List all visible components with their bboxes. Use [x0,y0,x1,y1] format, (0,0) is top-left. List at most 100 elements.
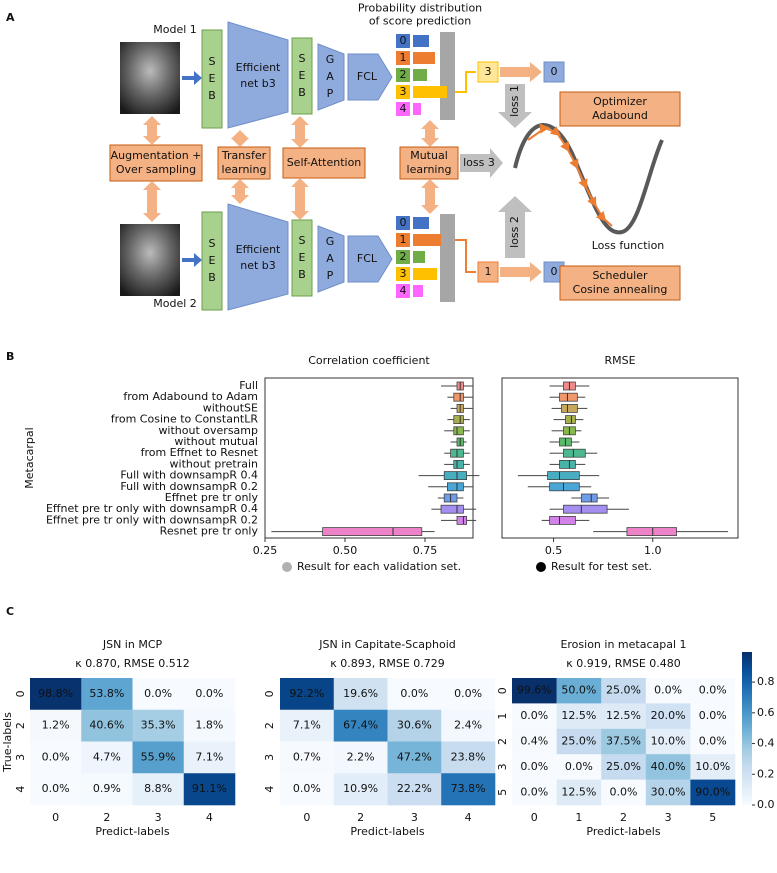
score-box [396,216,410,230]
cell [30,678,82,711]
arrow [500,62,542,82]
cell [512,703,557,730]
y-tick-label: 2 [263,722,276,729]
double-arrow [291,116,309,148]
pred-label: 3 [485,65,492,78]
y-tick-label: 1 [496,713,509,720]
box [446,482,464,492]
score-label: 2 [400,68,407,81]
cell [132,709,185,742]
cell-label: 10.0% [651,735,686,748]
cell [183,741,236,774]
cell-label: 20.0% [651,709,686,722]
cell [556,754,602,780]
method-box [282,147,366,179]
x-tick-label: 0 [52,811,59,824]
cell [441,773,496,806]
score-label: 3 [400,267,407,280]
score-box [396,85,410,99]
fcl-block [347,53,393,101]
loss-arrow [498,196,532,258]
chart-subtitle: κ 0.893, RMSE 0.729 [330,657,445,670]
cell-label: 0.0% [699,684,727,697]
method-label: Transfer [221,149,267,162]
cell-label: 99.6% [517,684,552,697]
y-tick-label: 3 [14,754,27,761]
cell [333,773,388,806]
arrow [500,262,542,282]
cell [280,678,335,711]
box [453,426,464,436]
category-label: Full with downsampR 0.4 [120,469,258,482]
cell-label: 4.7% [93,750,121,763]
gap-letter: G [326,53,335,66]
cell-label: 40.6% [89,719,124,732]
seb-letter: E [209,254,216,267]
cell-label: 30.0% [651,785,686,798]
loss-arrow [460,148,503,178]
scheduler-box [559,265,681,301]
cell-label: 10.9% [343,782,378,795]
x-tick-label: 0.5 [545,544,563,557]
box [453,415,464,425]
cell-label: 0.0% [293,782,321,795]
cell [556,703,602,730]
cell [512,779,557,806]
category-label: without mutual [174,435,258,448]
score-box [396,267,410,281]
cell [333,741,388,774]
cell-label: 0.0% [42,750,70,763]
gap-letter: A [326,252,334,265]
legend-marker [282,562,292,572]
pred-box [477,61,499,83]
cell-label: 12.5% [561,709,596,722]
xray-image [120,224,180,296]
cell-label: 91.1% [192,782,227,795]
optim-path [527,123,613,227]
loss-label: loss 1 [508,85,521,117]
double-arrow [291,178,309,220]
prob-bar [413,234,441,246]
seb-letter: E [299,69,306,82]
effnet-label: Efficient [236,243,281,256]
cell [183,709,236,742]
cell [690,779,736,806]
seb-letter: S [299,52,306,65]
box [456,516,468,525]
x-tick-label: 2 [620,811,627,824]
seb-block [291,219,313,297]
seb-letter: S [209,237,216,250]
method-label: learning [407,163,452,176]
score-box [396,102,410,116]
y-tick-label: 0 [14,690,27,697]
seb-letter: E [299,251,306,264]
seb-letter: B [298,268,306,281]
method-box [399,146,459,180]
cell [387,741,442,774]
x-tick-label: 2 [103,811,110,824]
cell [441,709,496,742]
cell-label: 2.2% [347,750,375,763]
chart-title: RMSE [604,354,635,367]
chart-subtitle: κ 0.870, RMSE 0.512 [75,657,190,670]
score-label: 0 [400,216,407,229]
seb-block [291,37,313,115]
cell [601,678,647,704]
y-tick-label: 5 [496,789,509,796]
score-label: 1 [400,233,407,246]
scheduler-label: Cosine annealing [573,283,668,296]
gap-block [317,43,345,111]
cell-label: 0.0% [699,709,727,722]
cell-label: 0.0% [195,687,223,700]
y-axis-label: True-labels [1,712,14,773]
score-label: 4 [400,284,407,297]
pred-connector [455,71,476,93]
cell-label: 50.0% [561,684,596,697]
category-label: Full with downsampR 0.2 [120,480,258,493]
true-box [543,61,565,83]
box [322,527,423,536]
prob-bar [413,103,421,115]
cell [183,773,236,806]
effnet-block [227,21,289,129]
